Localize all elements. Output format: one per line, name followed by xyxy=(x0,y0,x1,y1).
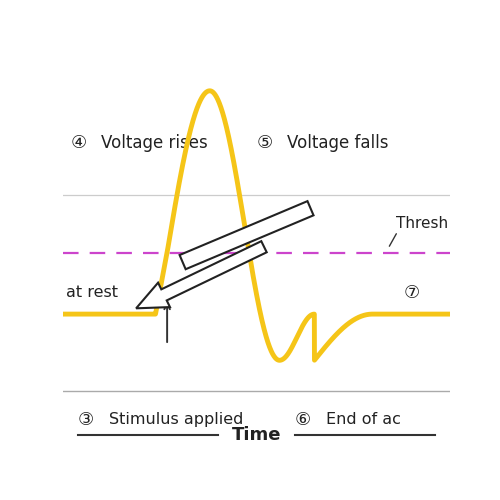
Text: Time: Time xyxy=(232,426,281,444)
Polygon shape xyxy=(136,241,266,308)
Text: ⑦: ⑦ xyxy=(404,284,419,302)
Text: End of ac: End of ac xyxy=(326,412,401,428)
Text: at rest: at rest xyxy=(66,286,118,300)
Text: Stimulus applied: Stimulus applied xyxy=(109,412,244,428)
Text: ⑤: ⑤ xyxy=(256,134,272,152)
Text: ④: ④ xyxy=(70,134,86,152)
Polygon shape xyxy=(180,201,314,269)
Text: Voltage rises: Voltage rises xyxy=(101,134,208,152)
Text: Thresh: Thresh xyxy=(396,216,448,231)
Text: Voltage falls: Voltage falls xyxy=(287,134,389,152)
Text: ⑥: ⑥ xyxy=(295,411,311,429)
Text: ③: ③ xyxy=(78,411,94,429)
